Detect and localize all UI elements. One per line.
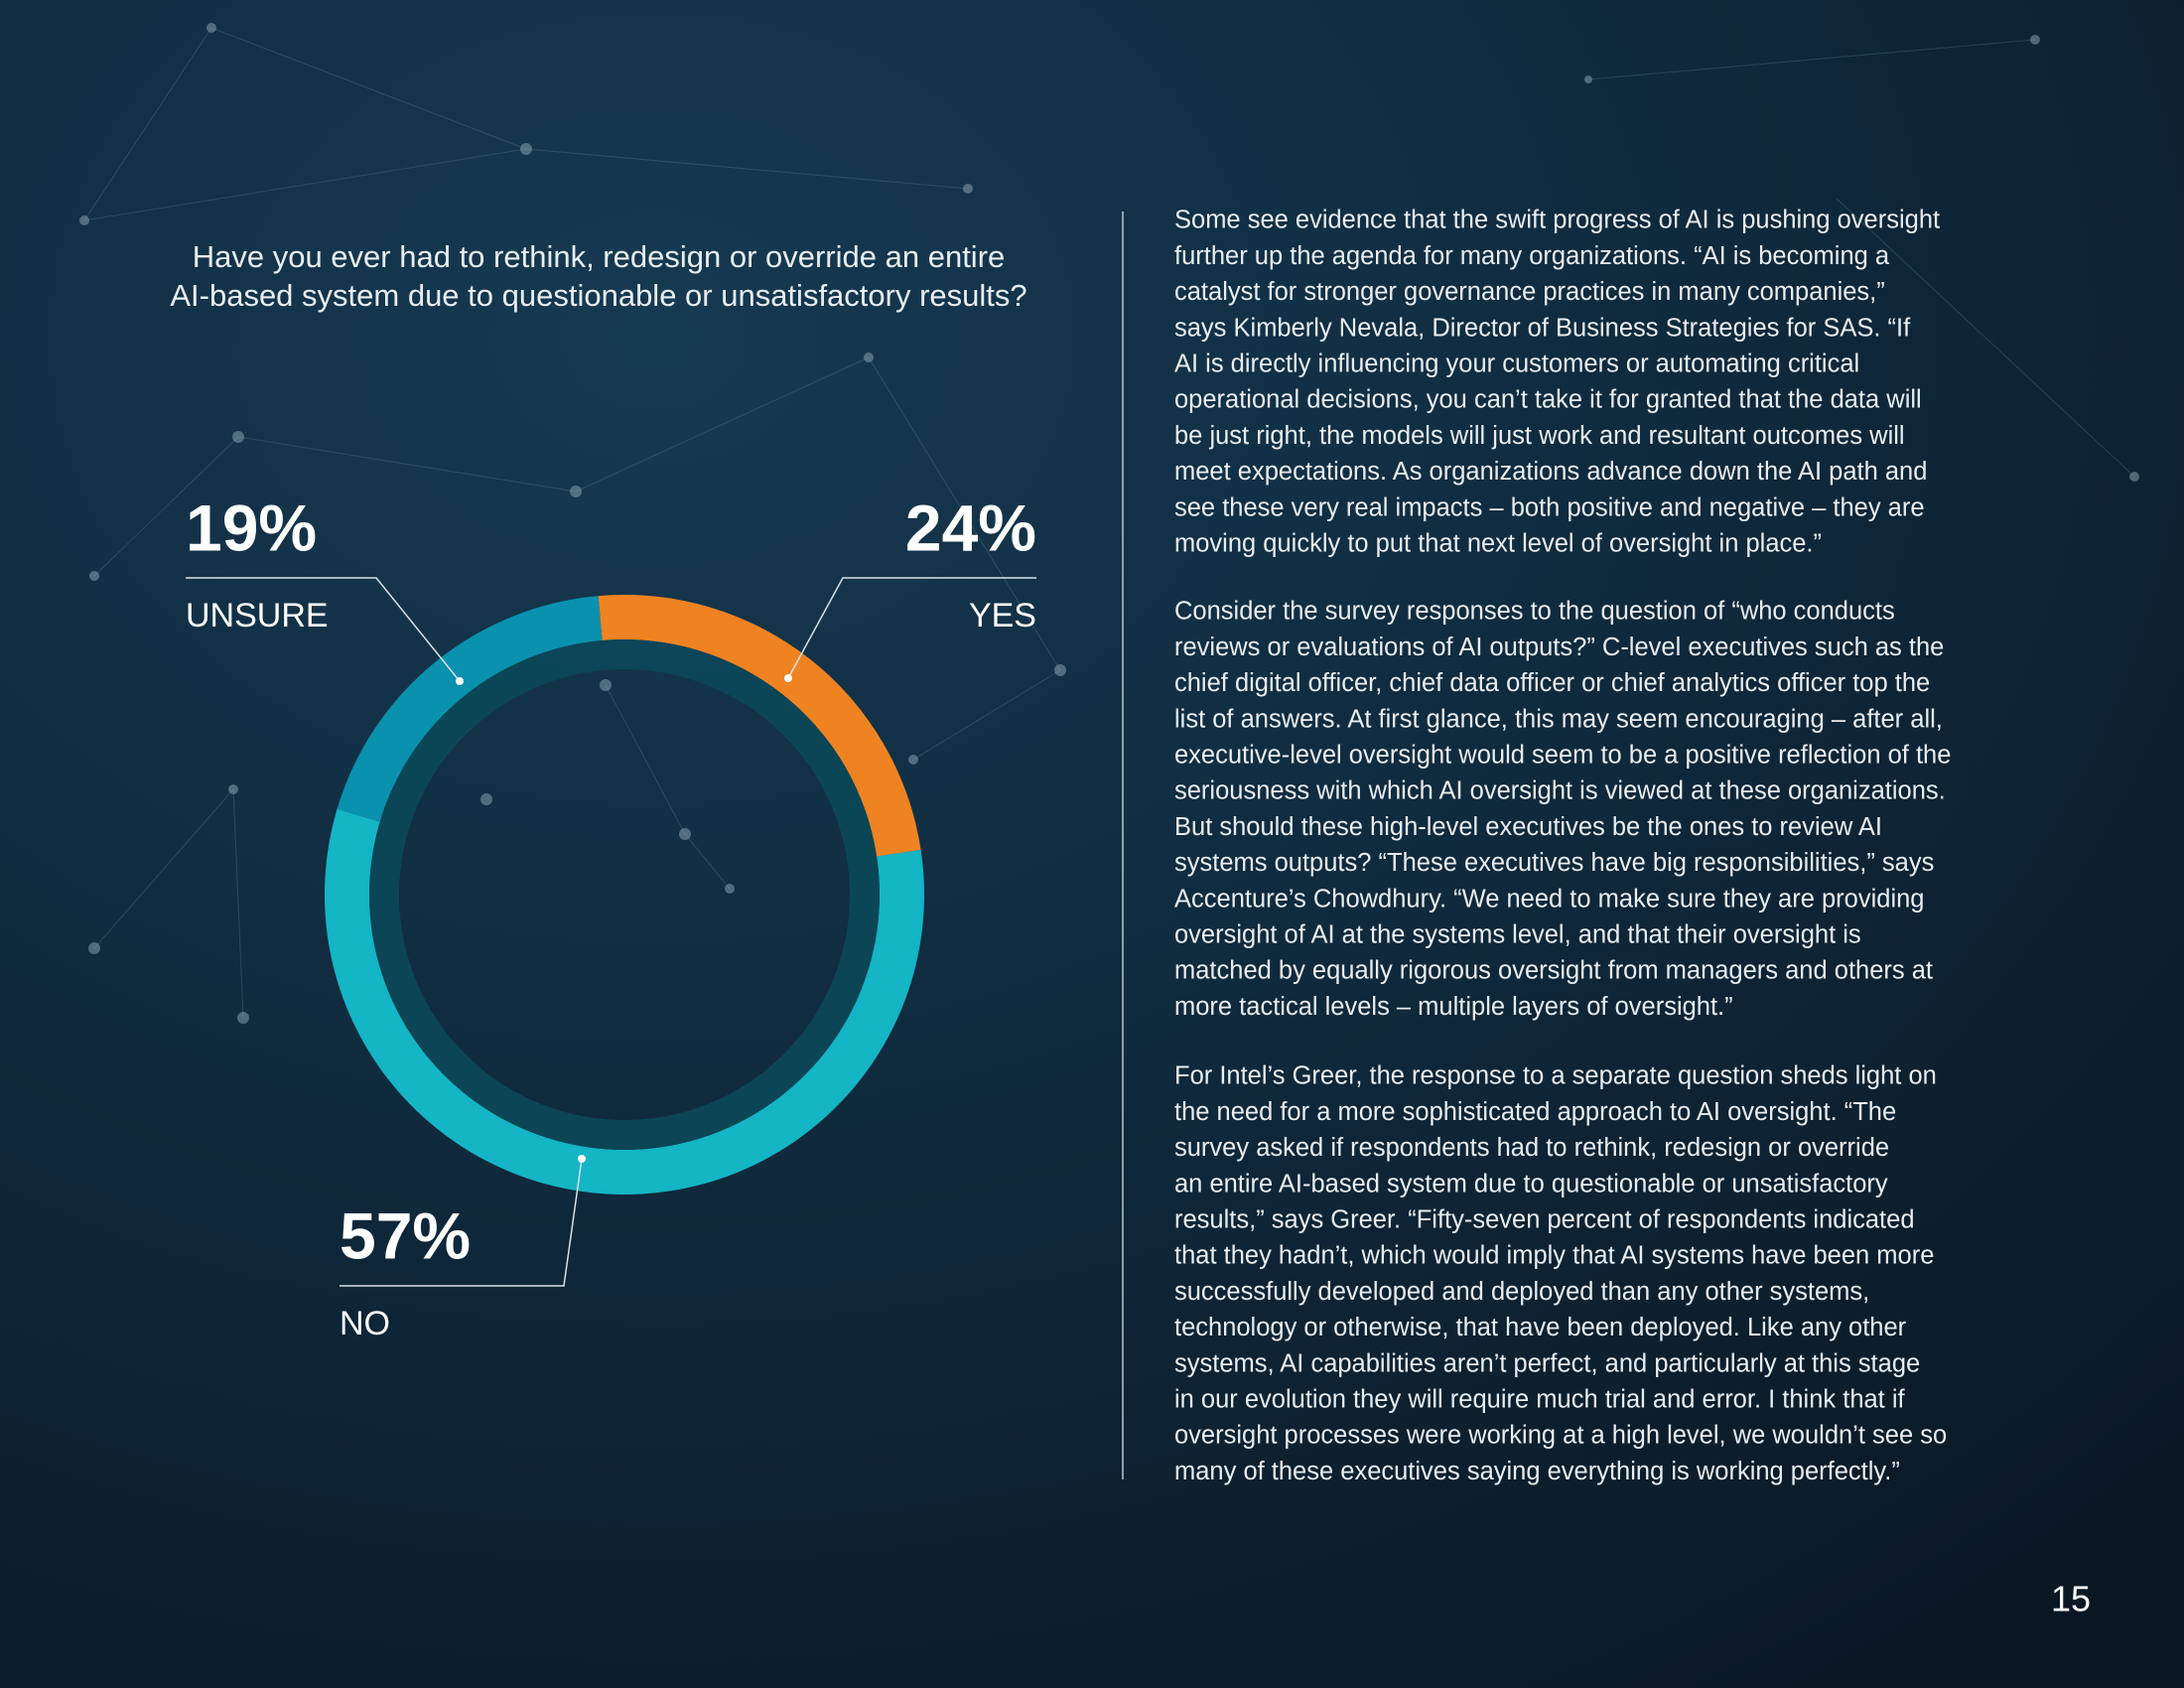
body-line: Accenture’s Chowdhury. “We need to make … bbox=[1174, 885, 1924, 913]
body-line: Consider the survey responses to the que… bbox=[1174, 598, 1895, 626]
body-line: meet expectations. As organizations adva… bbox=[1174, 458, 1927, 486]
body-line: oversight processes were working at a hi… bbox=[1174, 1422, 1947, 1450]
network-decoration bbox=[79, 23, 2139, 1024]
question-line: AI-based system due to questionable or u… bbox=[170, 278, 1026, 313]
body-line: executive-level oversight would seem to … bbox=[1174, 742, 1951, 770]
body-line: says Kimberly Nevala, Director of Busine… bbox=[1174, 314, 1911, 342]
body-line: seriousness with which AI oversight is v… bbox=[1174, 777, 1946, 805]
body-line: survey asked if respondents had to rethi… bbox=[1174, 1134, 1889, 1162]
value-label: 19% bbox=[186, 491, 317, 564]
body-line: systems, AI capabilities aren’t perfect,… bbox=[1174, 1349, 1920, 1377]
body-line: the need for a more sophisticated approa… bbox=[1174, 1098, 1896, 1126]
body-line: oversight of AI at the systems level, an… bbox=[1174, 921, 1861, 949]
body-line: more tactical levels – multiple layers o… bbox=[1174, 993, 1733, 1021]
body-line: matched by equally rigorous oversight fr… bbox=[1174, 957, 1933, 985]
leader-line bbox=[186, 577, 461, 682]
value-label: 24% bbox=[905, 491, 1036, 564]
leader-line bbox=[340, 1158, 583, 1287]
body-line: catalyst for stronger governance practic… bbox=[1174, 278, 1885, 306]
body-line: in our evolution they will require much … bbox=[1174, 1386, 1906, 1414]
body-line: many of these executives saying everythi… bbox=[1174, 1458, 1900, 1485]
leader-line bbox=[787, 577, 1036, 679]
body-line: that they hadn’t, which would imply that… bbox=[1174, 1242, 1934, 1270]
body-line: results,” says Greer. “Fifty-seven perce… bbox=[1174, 1206, 1915, 1234]
donut-inner-ring bbox=[369, 639, 880, 1150]
body-line: But should these high-level executives b… bbox=[1174, 813, 1882, 841]
donut-segment bbox=[337, 596, 603, 822]
body-line: an entire AI-based system due to questio… bbox=[1174, 1170, 1888, 1197]
body-line: systems outputs? “These executives have … bbox=[1174, 849, 1934, 877]
body-line: list of answers. At first glance, this m… bbox=[1174, 705, 1943, 733]
page-number: 15 bbox=[2051, 1579, 2091, 1619]
value-label: 57% bbox=[340, 1198, 471, 1272]
question-line: Have you ever had to rethink, redesign o… bbox=[193, 239, 1006, 274]
body-line: moving quickly to put that next level of… bbox=[1174, 530, 1822, 558]
donut-segment bbox=[598, 595, 921, 857]
category-label: YES bbox=[969, 597, 1036, 634]
body-line: Some see evidence that the swift progres… bbox=[1174, 207, 1940, 234]
body-line: chief digital officer, chief data office… bbox=[1174, 669, 1930, 697]
body-line: see these very real impacts – both posit… bbox=[1174, 493, 1925, 521]
body-text: Some see evidence that the swift progres… bbox=[1174, 207, 1951, 1485]
body-line: AI is directly influencing your customer… bbox=[1174, 351, 1859, 378]
body-line: reviews or evaluations of AI outputs?” C… bbox=[1174, 633, 1944, 661]
category-label: UNSURE bbox=[186, 597, 329, 634]
leader-dot bbox=[784, 674, 792, 682]
body-line: successfully developed and deployed than… bbox=[1174, 1278, 1869, 1306]
leader-dot bbox=[456, 677, 464, 685]
body-line: be just right, the models will just work… bbox=[1174, 422, 1905, 450]
category-label: NO bbox=[340, 1305, 390, 1342]
body-line: technology or otherwise, that have been … bbox=[1174, 1314, 1907, 1341]
body-line: further up the agenda for many organizat… bbox=[1174, 242, 1890, 270]
body-line: For Intel’s Greer, the response to a sep… bbox=[1174, 1062, 1937, 1090]
leader-dot bbox=[578, 1155, 586, 1163]
donut-chart bbox=[324, 595, 925, 1196]
body-line: operational decisions, you can’t take it… bbox=[1174, 386, 1922, 414]
